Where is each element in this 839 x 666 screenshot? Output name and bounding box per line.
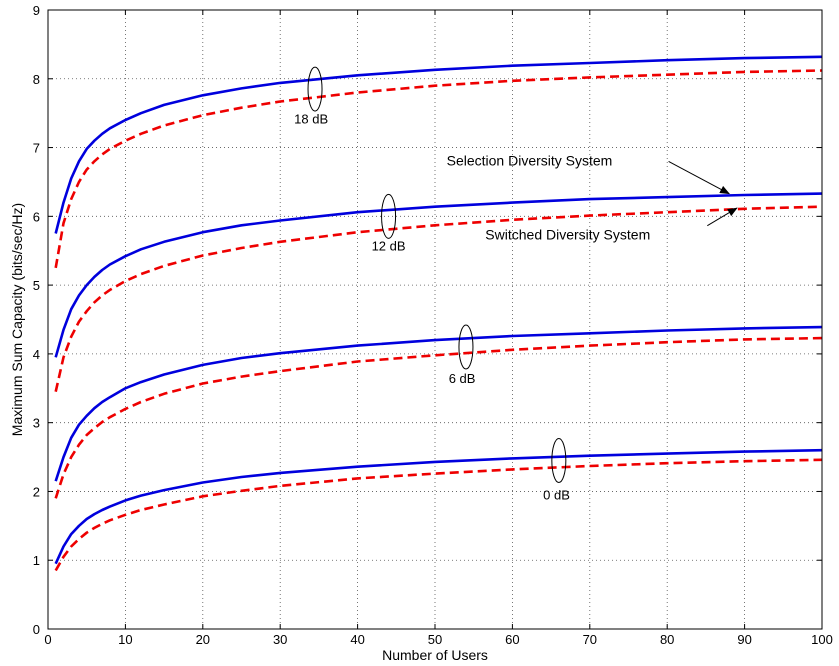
snr-group-ellipse	[381, 193, 397, 239]
snr-group-ellipse	[551, 437, 567, 483]
series-line-12db-solid	[54, 192, 823, 358]
axis-ticks: 0 10 20 30 40 50 60 70 80 90 100 0 1 2 3 4 5 6 7 8 9	[33, 3, 833, 647]
snr-label: 18 dB	[294, 111, 328, 126]
y-tick-label: 3	[33, 416, 40, 431]
x-tick-label: 100	[811, 632, 833, 647]
series-line-6db-dashed	[54, 336, 823, 499]
series-line-12db-dashed	[54, 205, 823, 392]
y-tick-label: 2	[33, 484, 40, 499]
x-tick-label: 40	[350, 632, 364, 647]
x-tick-label: 90	[737, 632, 751, 647]
x-tick-label: 0	[44, 632, 51, 647]
x-axis-label: Number of Users	[382, 647, 488, 663]
x-tick-label: 70	[583, 632, 597, 647]
y-tick-label: 8	[33, 72, 40, 87]
y-tick-label: 9	[33, 3, 40, 18]
switched-diversity-arrow	[707, 207, 738, 227]
x-tick-label: 50	[428, 632, 442, 647]
series-line-6db-solid	[54, 325, 823, 482]
y-tick-label: 0	[33, 622, 40, 637]
x-tick-label: 10	[118, 632, 132, 647]
selection-diversity-label: Selection Diversity System	[447, 152, 613, 168]
snr-label: 6 dB	[449, 371, 476, 386]
x-tick-label: 20	[196, 632, 210, 647]
series-line-0db-dashed	[54, 458, 823, 572]
snr-group-ellipse	[307, 66, 323, 112]
selection-diversity-arrow	[668, 160, 731, 195]
snr-group-ellipse	[458, 324, 474, 370]
series-line-0db-solid	[54, 448, 823, 565]
y-tick-label: 1	[33, 553, 40, 568]
grid-lines	[48, 10, 822, 629]
x-tick-label: 30	[273, 632, 287, 647]
annotation-layer: 18 dB 12 dB 6 dB 0 dB Selection Diversity Sy…	[294, 66, 738, 503]
x-tick-label: 60	[505, 632, 519, 647]
snr-label: 12 dB	[372, 239, 406, 254]
switched-diversity-label: Switched Diversity System	[485, 227, 650, 243]
x-tick-label: 80	[660, 632, 674, 647]
snr-label: 0 dB	[543, 488, 570, 503]
y-tick-label: 5	[33, 278, 40, 293]
y-tick-label: 4	[33, 347, 40, 362]
series-line-18db-dashed	[54, 69, 823, 269]
y-axis-label: Maximum Sum Capacity (bits/sec/Hz)	[9, 203, 25, 436]
series-layer	[54, 55, 823, 572]
y-tick-label: 6	[33, 209, 40, 224]
series-line-18db-solid	[54, 55, 823, 234]
y-tick-label: 7	[33, 141, 40, 156]
